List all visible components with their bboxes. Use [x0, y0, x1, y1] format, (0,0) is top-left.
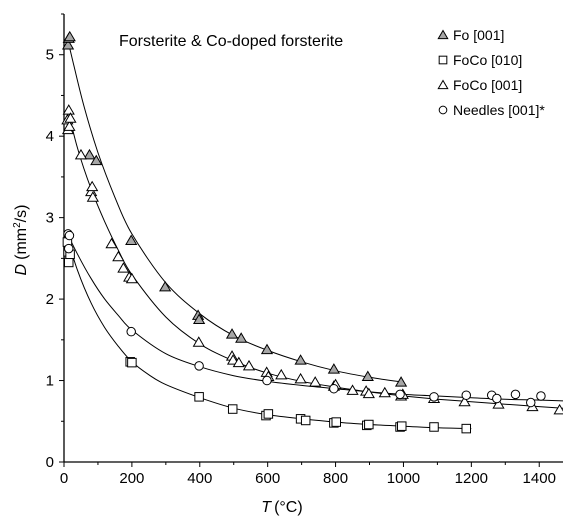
data-point	[309, 376, 322, 387]
data-point	[112, 250, 125, 262]
x-tick-label: 400	[187, 470, 212, 487]
y-axis-title: D(mm2/s)	[12, 205, 30, 276]
y-tick-label: 5	[46, 47, 54, 64]
legend-marker	[437, 29, 449, 40]
y-tick-label: 2	[46, 291, 54, 308]
legend-label: FoCo [001]	[453, 77, 522, 93]
data-point	[126, 326, 136, 337]
data-point	[461, 423, 472, 434]
data-point	[74, 148, 88, 160]
data-point	[262, 375, 272, 386]
data-point	[86, 191, 99, 202]
data-markers	[61, 30, 563, 434]
data-point	[90, 154, 103, 166]
data-point	[105, 237, 118, 249]
data-point	[492, 398, 505, 409]
legend: Fo [001] FoCo [010] FoCo [001] Needles [001…	[437, 27, 545, 118]
data-point	[83, 148, 96, 160]
x-tick-label: 1000	[387, 470, 420, 487]
chart-title: Forsterite & Co-doped forsterite	[119, 33, 343, 50]
data-point	[260, 343, 274, 355]
data-point	[346, 384, 359, 395]
data-point	[327, 363, 340, 374]
data-point	[125, 272, 139, 284]
y-tick-label: 1	[46, 373, 54, 390]
data-point	[263, 409, 274, 419]
data-point	[526, 397, 536, 408]
x-tick-label: 1400	[523, 470, 556, 487]
data-point	[294, 354, 307, 365]
data-point	[64, 230, 75, 241]
data-point	[429, 422, 439, 432]
data-point	[64, 112, 77, 123]
y-tick-label: 0	[46, 454, 54, 471]
data-point	[458, 395, 471, 407]
data-point	[63, 30, 76, 42]
data-point	[397, 421, 407, 431]
data-point	[395, 389, 405, 400]
data-point	[86, 180, 99, 192]
data-point	[117, 262, 130, 273]
axes: 0 200 400 600 800 1000 1200 1400 0 1 2 3 4 5	[46, 13, 563, 487]
y-tick-label: 3	[46, 210, 54, 227]
data-point	[127, 357, 137, 368]
data-point	[329, 383, 339, 394]
legend-label: Fo [001]	[453, 27, 504, 43]
x-tick-label: 600	[255, 470, 280, 487]
data-point	[275, 368, 288, 380]
data-point	[553, 403, 563, 415]
data-point	[194, 361, 204, 371]
data-point	[429, 392, 439, 402]
data-point	[125, 234, 138, 245]
x-tick-label: 200	[119, 470, 144, 487]
y-tick-label: 4	[46, 128, 54, 145]
data-point	[64, 257, 74, 268]
data-point	[192, 336, 205, 347]
data-point	[61, 38, 75, 50]
fit-curve	[66, 38, 404, 383]
data-point	[492, 393, 502, 404]
data-point	[362, 387, 375, 399]
data-point	[225, 328, 239, 339]
x-tick-label: 800	[323, 470, 348, 487]
data-point	[226, 354, 240, 365]
data-point	[62, 104, 75, 115]
data-point	[331, 417, 341, 427]
legend-marker	[438, 105, 448, 115]
data-point	[227, 404, 238, 414]
data-point	[294, 372, 307, 384]
data-point	[192, 313, 206, 324]
legend-marker	[437, 79, 449, 90]
data-point	[63, 120, 76, 131]
data-point	[159, 280, 172, 292]
data-point	[194, 392, 204, 402]
legend-marker	[438, 55, 448, 65]
data-point	[361, 370, 374, 381]
data-point	[536, 391, 546, 401]
data-point	[242, 359, 256, 371]
legend-label: FoCo [010]	[453, 52, 522, 68]
data-point	[510, 389, 521, 400]
fit-curve	[66, 107, 563, 409]
data-point	[461, 390, 472, 400]
data-point	[394, 376, 408, 387]
fit-curves	[66, 38, 563, 430]
data-point	[64, 243, 74, 254]
data-point	[300, 415, 311, 426]
x-axis-title: T (°C)	[261, 499, 302, 516]
fit-curve	[66, 233, 563, 402]
legend-label: Needles [001]*	[453, 102, 545, 118]
x-tick-label: 1200	[455, 470, 488, 487]
data-point	[378, 386, 391, 398]
data-point	[364, 419, 374, 430]
data-point	[235, 332, 248, 343]
data-point	[232, 356, 245, 368]
x-tick-label: 0	[60, 470, 68, 487]
